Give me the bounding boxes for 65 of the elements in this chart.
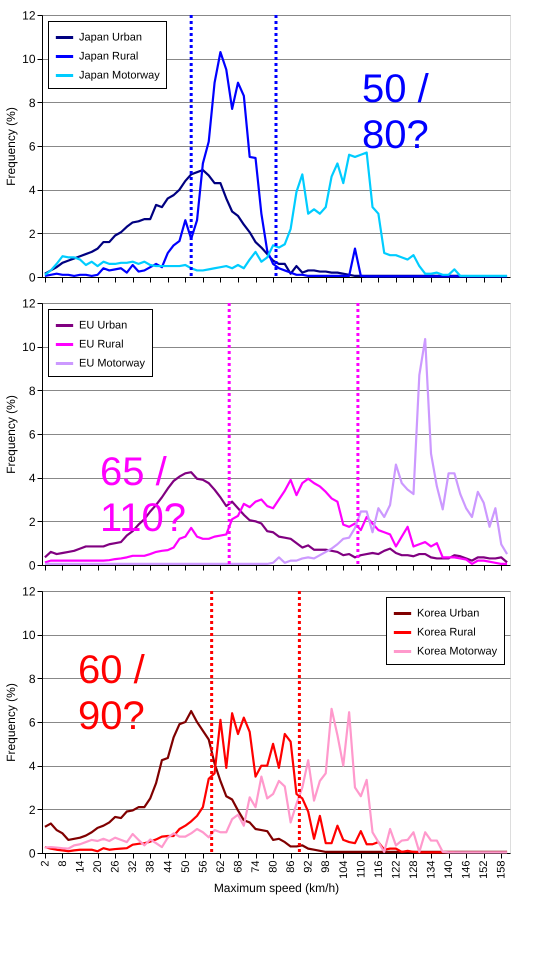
legend-label: EU Urban [79, 320, 128, 332]
y-tick-label: 10 [22, 52, 36, 66]
x-tick-label: 56 [197, 860, 210, 873]
y-tick-label: 12 [22, 584, 36, 598]
y-axis-title: Frequency (%) [4, 395, 18, 474]
y-tick-label: 8 [28, 96, 36, 110]
y-tick-label: 4 [28, 759, 36, 774]
x-tick-label: 74 [250, 860, 262, 873]
y-tick-label: 4 [28, 183, 36, 198]
y-tick-label: 10 [22, 340, 36, 354]
y-tick-label: 0 [28, 558, 36, 572]
legend-label: Japan Urban [79, 32, 142, 44]
y-tick-label: 0 [28, 846, 36, 860]
y-tick-label: 10 [22, 628, 36, 642]
x-tick-label: 14 [74, 860, 87, 873]
y-tick-label: 2 [28, 226, 36, 241]
x-tick-label: 2 [39, 860, 52, 867]
legend-label: EU Rural [79, 338, 124, 350]
y-tick-label: 12 [22, 8, 36, 22]
y-tick-label: 2 [28, 514, 36, 529]
x-tick-label: 38 [144, 860, 157, 873]
x-tick-label: 20 [92, 860, 104, 873]
line-series [44, 151, 508, 278]
y-axis-title: Frequency (%) [4, 107, 18, 186]
x-tick-label: 80 [268, 860, 280, 873]
legend-label: Korea Urban [417, 608, 480, 620]
x-tick-label: 98 [320, 860, 332, 873]
x-tick-label: 92 [302, 860, 315, 873]
y-tick-label: 8 [28, 672, 36, 686]
legend-label: EU Motorway [79, 358, 146, 370]
x-tick-label: 26 [110, 860, 122, 873]
x-tick-label: 146 [460, 860, 473, 879]
annotation: 50 / 80? [362, 67, 430, 157]
x-tick-label: 68 [232, 860, 244, 873]
legend-label: Korea Motorway [417, 646, 498, 658]
x-tick-label: 116 [372, 860, 385, 878]
x-tick-label: 104 [338, 860, 350, 879]
y-tick-label: 6 [28, 428, 36, 442]
y-axis-title: Frequency (%) [4, 683, 18, 762]
x-tick-label: 134 [426, 860, 438, 879]
legend-label: Japan Rural [79, 50, 138, 62]
y-tick-label: 0 [28, 270, 36, 284]
y-tick-label: 8 [28, 384, 36, 398]
x-tick-label: 44 [162, 860, 174, 873]
x-tick-label: 140 [443, 860, 456, 879]
y-tick-label: 6 [28, 716, 36, 730]
x-axis-title: Maximum speed (km/h) [214, 880, 340, 895]
x-tick-label: 152 [478, 860, 490, 879]
line-series [44, 338, 508, 566]
x-tick-label: 8 [56, 860, 69, 867]
x-tick-label: 32 [127, 860, 140, 873]
x-tick-label: 122 [390, 860, 402, 879]
x-tick-label: 50 [180, 860, 192, 873]
x-tick-label: 128 [408, 860, 420, 879]
x-tick-label: 62 [214, 860, 227, 873]
y-tick-label: 4 [28, 471, 36, 486]
y-tick-label: 2 [28, 802, 36, 817]
x-tick-label: 110 [355, 860, 368, 878]
y-tick-label: 12 [22, 296, 36, 310]
x-tick-label: 158 [496, 860, 508, 879]
y-tick-label: 6 [28, 140, 36, 154]
x-tick-label: 86 [285, 860, 298, 873]
annotation: 60 / 90? [78, 648, 146, 738]
legend-label: Japan Motorway [79, 70, 160, 82]
legend-label: Korea Rural [417, 626, 476, 638]
